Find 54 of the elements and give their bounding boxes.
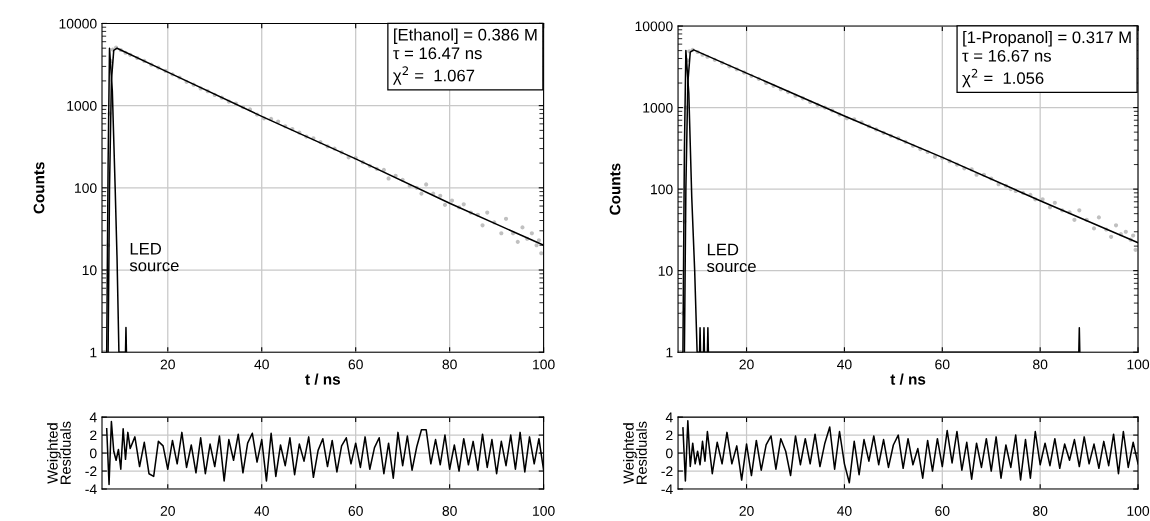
x-tick-label: 100 <box>533 506 555 516</box>
annotation: τ = 16.47 ns <box>393 47 482 60</box>
y-tick-label: 1000 <box>67 100 97 111</box>
y-tick-label: 0 <box>666 448 673 459</box>
x-tick-label: 80 <box>442 506 457 516</box>
annotation: χ$^{2}$ = 1.056 <box>962 68 1044 88</box>
y-tick-label: -2 <box>85 466 97 477</box>
annotation: [1-Propanol] = 0.317 M <box>963 30 1131 47</box>
x-tick-label: 80 <box>442 359 457 370</box>
y-tick-label: -2 <box>661 466 673 477</box>
x-tick-label: 80 <box>1033 506 1048 516</box>
x-axis-title: t / ns <box>305 373 341 385</box>
annotation: χ$^{2}$ = 1.067 <box>393 66 475 85</box>
y-tick-label: 2 <box>666 430 673 441</box>
x-tick-label: 60 <box>935 506 950 516</box>
x-tick-label: 60 <box>935 359 950 370</box>
y-tick-label: 4 <box>89 412 97 423</box>
y-tick-label: 1 <box>666 347 673 358</box>
x-tick-label: 20 <box>739 506 754 516</box>
x-tick-label: 80 <box>1033 359 1048 370</box>
x-tick-label: 40 <box>254 506 269 516</box>
x-tick-label: 20 <box>739 359 754 370</box>
x-tick-label: 40 <box>254 359 269 370</box>
annotation: [Ethanol] = 0.386 M <box>394 28 537 44</box>
annotation: LED source <box>707 243 756 273</box>
x-tick-label: 20 <box>160 359 175 370</box>
x-tick-label: 60 <box>348 359 363 370</box>
annotation: τ = 16.67 ns <box>962 49 1051 62</box>
y-tick-label: 10 <box>82 265 97 276</box>
annotation: LED source <box>129 242 179 272</box>
y-tick-label: 4 <box>665 412 673 423</box>
y-axis-title: Counts <box>609 163 621 215</box>
y-tick-label: 1 <box>90 347 97 358</box>
y-axis-title: Counts <box>33 162 45 214</box>
y-axis-title: Weighted Residuals <box>47 421 71 484</box>
y-tick-label: 100 <box>651 184 673 195</box>
y-axis-title: Weighted Residuals <box>623 421 647 484</box>
x-tick-label: 40 <box>837 359 852 370</box>
x-tick-label: 100 <box>533 359 555 370</box>
y-tick-label: 10000 <box>635 21 673 32</box>
y-tick-label: 100 <box>75 183 97 193</box>
x-tick-label: 100 <box>1127 506 1150 516</box>
y-tick-label: 0 <box>89 448 97 459</box>
y-tick-label: -4 <box>85 484 97 495</box>
y-tick-label: 10000 <box>59 18 97 29</box>
y-tick-label: -4 <box>661 484 673 495</box>
x-tick-label: 60 <box>348 506 363 516</box>
x-tick-label: 100 <box>1127 359 1150 370</box>
x-tick-label: 40 <box>837 506 852 516</box>
y-tick-label: 1000 <box>643 102 673 113</box>
x-axis-title: t / ns <box>890 373 926 385</box>
x-tick-label: 20 <box>160 506 175 516</box>
y-tick-label: 10 <box>658 265 673 276</box>
y-tick-label: 2 <box>90 430 97 441</box>
